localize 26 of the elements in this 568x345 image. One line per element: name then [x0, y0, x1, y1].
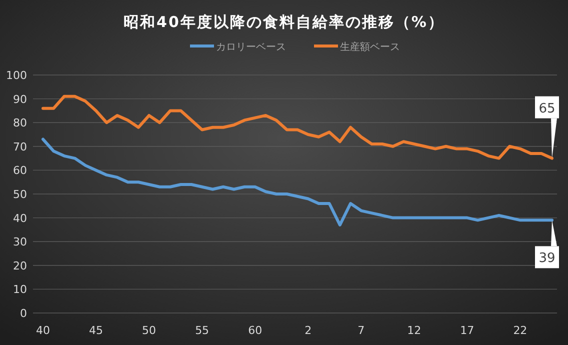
y-tick-label: 40: [13, 212, 27, 225]
y-tick-label: 30: [13, 236, 27, 249]
x-tick-label: 12: [407, 324, 422, 337]
y-tick-label: 20: [13, 259, 27, 272]
y-tick-label: 80: [13, 116, 27, 130]
x-tick-label: 2: [304, 324, 312, 337]
x-tick-label: 22: [513, 324, 528, 337]
x-tick-label: 40: [36, 324, 50, 337]
x-tick-label: 50: [142, 324, 156, 337]
annotation: 65: [538, 101, 556, 116]
y-tick-label: 0: [20, 307, 27, 320]
x-tick-label: 7: [358, 324, 365, 337]
y-tick-label: 100: [6, 69, 27, 82]
x-tick-label: 55: [195, 324, 210, 337]
y-tick-label: 90: [13, 92, 27, 106]
x-tick-label: 45: [89, 324, 104, 337]
y-tick-label: 60: [13, 164, 27, 178]
chart-title: 昭和40年度以降の食料自給率の推移（%）: [124, 13, 444, 31]
x-tick-label: 60: [248, 324, 262, 337]
annotation: 39: [538, 251, 556, 266]
y-tick-label: 50: [13, 188, 27, 201]
legend-label: 生産額ベース: [340, 41, 400, 53]
y-tick-label: 70: [13, 140, 27, 154]
y-tick-label: 10: [13, 283, 27, 296]
x-tick-label: 17: [460, 324, 474, 337]
legend-label: カロリーベース: [216, 42, 286, 53]
